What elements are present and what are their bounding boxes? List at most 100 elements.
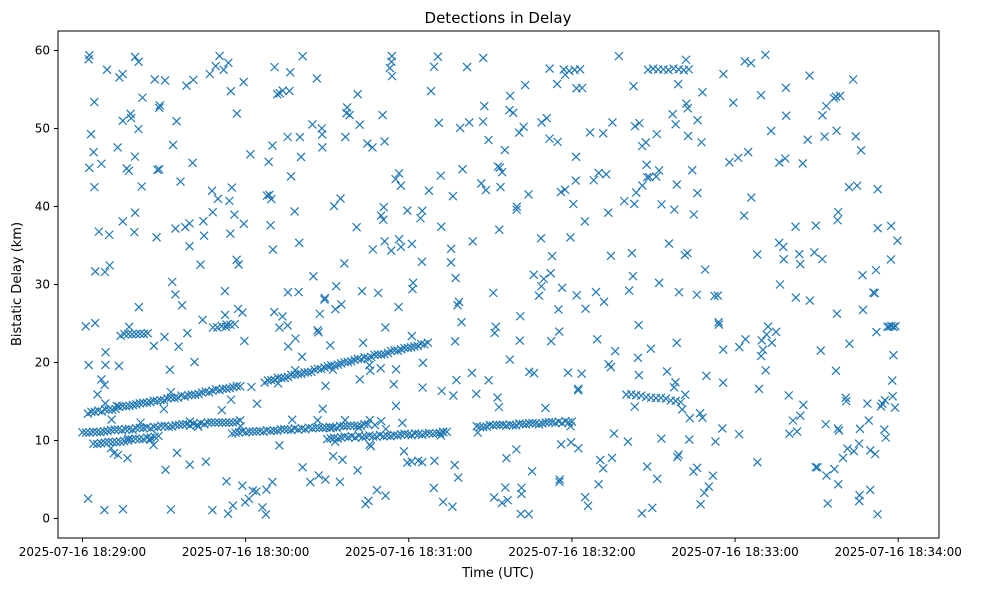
data-point — [208, 323, 218, 332]
data-point — [798, 159, 808, 168]
data-point — [864, 416, 874, 426]
data-point — [434, 118, 444, 128]
data-point — [119, 436, 129, 446]
data-point — [692, 290, 702, 300]
data-point — [321, 381, 330, 391]
data-point — [264, 190, 274, 200]
data-point — [207, 418, 216, 427]
data-point — [96, 438, 106, 448]
data-point — [137, 182, 147, 191]
data-point — [149, 396, 159, 406]
data-point — [290, 207, 300, 216]
data-point — [244, 494, 254, 504]
data-point — [450, 336, 460, 346]
data-point — [170, 393, 179, 403]
data-point — [376, 416, 386, 426]
data-point — [683, 131, 693, 141]
data-point — [577, 369, 587, 379]
data-point — [779, 254, 789, 264]
data-point — [387, 71, 397, 81]
data-point — [231, 428, 240, 438]
data-point — [187, 390, 197, 400]
data-point — [680, 390, 690, 400]
data-point — [497, 167, 507, 177]
data-point — [520, 80, 530, 90]
data-point — [784, 429, 794, 439]
data-point — [795, 259, 805, 269]
data-point — [396, 181, 406, 191]
data-point — [541, 417, 551, 427]
data-point — [467, 368, 477, 378]
x-tick-label: 2025-07-16 18:29:00 — [19, 545, 146, 559]
data-point — [833, 215, 842, 225]
data-point — [410, 342, 419, 351]
data-point — [205, 69, 215, 79]
data-point — [634, 370, 644, 380]
data-point — [114, 361, 124, 371]
data-point — [340, 132, 350, 142]
data-point — [329, 201, 339, 211]
data-point — [555, 475, 565, 484]
data-point — [283, 132, 293, 142]
data-point — [479, 101, 489, 111]
data-point — [188, 158, 197, 168]
data-point — [880, 395, 890, 405]
data-point — [136, 418, 146, 428]
data-point — [844, 182, 854, 192]
data-point — [403, 430, 413, 440]
data-point — [174, 342, 184, 351]
data-point — [252, 399, 262, 409]
data-point — [252, 427, 261, 436]
data-point — [357, 432, 367, 442]
data-point — [298, 462, 308, 472]
data-point — [138, 423, 148, 433]
data-point — [336, 194, 345, 203]
data-point — [623, 437, 633, 447]
data-point — [96, 374, 106, 384]
data-point — [389, 379, 399, 389]
data-point — [106, 425, 116, 435]
data-point — [870, 449, 880, 459]
data-point — [152, 396, 162, 406]
data-point — [671, 119, 681, 129]
data-point — [322, 434, 332, 444]
data-point — [217, 418, 227, 428]
data-point — [110, 425, 120, 435]
data-point — [268, 245, 278, 255]
data-point — [225, 383, 235, 393]
data-point — [232, 255, 242, 265]
data-point — [429, 483, 439, 493]
data-point — [546, 336, 556, 346]
data-point — [378, 215, 388, 225]
data-point — [687, 165, 697, 175]
data-point — [855, 424, 865, 434]
data-point — [497, 498, 507, 508]
data-point — [852, 181, 862, 191]
data-point — [761, 365, 771, 375]
data-point — [340, 432, 350, 441]
data-point — [546, 268, 556, 278]
data-point — [380, 323, 390, 332]
data-point — [154, 431, 164, 441]
data-point — [780, 154, 790, 163]
data-point — [232, 381, 242, 391]
data-point — [424, 428, 434, 438]
data-point — [871, 265, 881, 275]
data-point — [294, 238, 304, 248]
data-point — [167, 277, 177, 287]
data-point — [511, 444, 521, 454]
data-point — [630, 402, 640, 412]
data-point — [198, 216, 208, 226]
y-axis-label: Bistatic Delay (km) — [10, 222, 25, 346]
data-point — [266, 194, 276, 204]
data-point — [462, 62, 472, 72]
data-point — [278, 311, 287, 321]
data-point — [739, 211, 749, 221]
data-point — [581, 304, 590, 314]
data-point — [832, 309, 842, 319]
data-point — [603, 208, 613, 218]
data-point — [394, 169, 404, 178]
data-point — [554, 305, 563, 314]
data-point — [514, 128, 524, 137]
